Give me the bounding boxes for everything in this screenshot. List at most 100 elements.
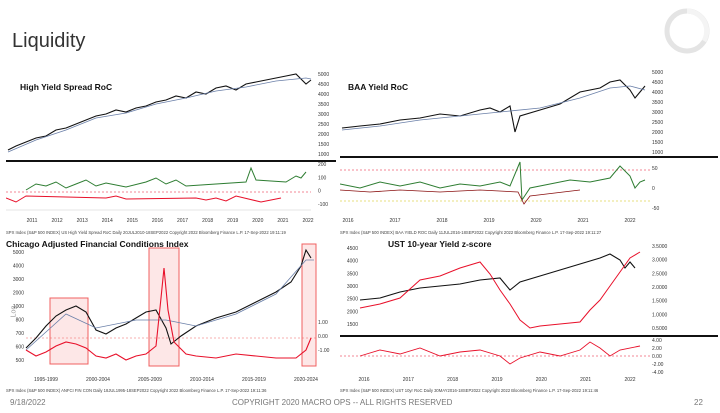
axis-tick-label: 1000 <box>13 304 24 310</box>
chart-source: SPX Index (S&P 500 INDEX) ANFCI FIN CON … <box>6 388 267 393</box>
axis-tick-label: 2011 <box>27 218 38 224</box>
axis-tick-label: 1500 <box>347 322 358 328</box>
hy-roc-neg-line <box>6 195 282 203</box>
axis-tick-label: 4000 <box>318 92 329 98</box>
axis-tick-label: 2021 <box>580 377 591 383</box>
axis-tick-label: 2015 <box>127 218 138 224</box>
chart-ust-zscore: 4500 4000 3500 3000 2500 2000 1500 3.5000 3.0000… <box>340 238 718 396</box>
axis-tick-label: 3.5000 <box>652 244 668 250</box>
axis-tick-label: 2000-2004 <box>86 377 110 383</box>
axis-tick-label: 700 <box>16 331 25 337</box>
axis-tick-label: 0 <box>652 186 655 192</box>
chart-baa-svg: 500045004000350030002500200015001000500-… <box>340 70 718 224</box>
axis-tick-label: 2021 <box>277 218 288 224</box>
slide-title: Liquidity <box>12 30 86 52</box>
axis-tick-label: 2019 <box>483 218 494 224</box>
axis-tick-label: 2017 <box>177 218 188 224</box>
fci-line <box>25 267 312 361</box>
log-scale-label: Log <box>10 305 18 318</box>
spx-ma-line <box>341 85 646 131</box>
axis-tick-label: -1.00 <box>318 348 330 354</box>
axis-tick-label: 3000 <box>347 284 358 290</box>
axis-tick-label: 3500 <box>347 271 358 277</box>
axis-tick-label: 2022 <box>624 218 635 224</box>
axis-tick-label: 2018 <box>202 218 213 224</box>
axis-tick-label: 2015-2019 <box>242 377 266 383</box>
baa-roc-neg <box>340 189 581 205</box>
chart-chicago-fci: 5000 4000 3000 2000 1000 800 700 600 500 1.00 0.00… <box>6 238 336 396</box>
axis-tick-label: 2000 <box>347 309 358 315</box>
chart-ust-svg: 4500 4000 3500 3000 2500 2000 1500 3.5000 3.0000… <box>340 244 718 383</box>
axis-tick-label: 2022 <box>624 377 635 383</box>
axis-tick-label: 2010-2014 <box>190 377 214 383</box>
axis-tick-label: 1.5000 <box>652 299 668 305</box>
axis-tick-label: 2500 <box>318 122 329 128</box>
axis-tick-label: 4000 <box>347 259 358 265</box>
axis-tick-label: -4.00 <box>652 370 664 376</box>
axis-tick-label: 2.00 <box>652 346 662 352</box>
axis-tick-label: 2014 <box>102 218 113 224</box>
axis-tick-label: 3500 <box>318 102 329 108</box>
footer-copyright: COPYRIGHT 2020 MACRO OPS -- ALL RIGHTS R… <box>232 398 453 407</box>
axis-tick-label: 600 <box>16 345 25 351</box>
axis-tick-label: 100 <box>318 175 327 181</box>
axis-tick-label: 1.0000 <box>652 312 668 318</box>
axis-tick-label: -50 <box>652 206 659 212</box>
axis-tick-label: 4000 <box>652 90 663 96</box>
axis-tick-label: 3000 <box>652 110 663 116</box>
chart-high-yield-spread: 5000 4500 4000 3500 3000 2500 2000 1500 1000 200 1… <box>6 70 336 240</box>
axis-tick-label: 200 <box>318 162 327 168</box>
ust-roc-line <box>359 341 641 365</box>
axis-tick-label: 50 <box>652 166 658 172</box>
axis-tick-label: 1000 <box>318 152 329 158</box>
axis-tick-label: 3500 <box>652 100 663 106</box>
spx-ma-line <box>7 77 312 153</box>
axis-tick-label: 2020 <box>536 377 547 383</box>
axis-tick-label: 2016 <box>342 218 353 224</box>
ust-zscore-line <box>359 251 641 329</box>
axis-tick-label: 2016 <box>358 377 369 383</box>
axis-tick-label: -100 <box>318 202 328 208</box>
axis-tick-label: 4.00 <box>652 338 662 344</box>
brand-logo-icon <box>664 8 710 54</box>
chart-title: High Yield Spread RoC <box>20 82 113 92</box>
axis-tick-label: 4500 <box>652 80 663 86</box>
axis-tick-label: 2500 <box>347 297 358 303</box>
baa-roc-line <box>340 161 646 202</box>
page-number: 22 <box>694 398 703 407</box>
chart-high-yield-svg: 5000450040003500300025002000150010002001… <box>6 72 336 224</box>
axis-tick-label: 5000 <box>13 250 24 256</box>
hy-roc-pos-line <box>25 166 307 191</box>
spx-price-line <box>341 79 646 133</box>
axis-tick-label: 2.5000 <box>652 271 668 277</box>
axis-tick-label: 1995-1999 <box>34 377 58 383</box>
axis-tick-label: 2019 <box>491 377 502 383</box>
axis-tick-label: 2005-2009 <box>138 377 162 383</box>
axis-tick-label: 2000 <box>318 132 329 138</box>
spx-price-line <box>359 253 636 301</box>
axis-tick-label: 1000 <box>652 150 663 156</box>
spx-ma-line <box>25 259 314 351</box>
axis-tick-label: 2019 <box>227 218 238 224</box>
axis-tick-label: 2500 <box>652 120 663 126</box>
axis-tick-label: 0.00 <box>318 334 328 340</box>
axis-tick-label: 5000 <box>318 72 329 78</box>
chart-title: Chicago Adjusted Financial Conditions In… <box>6 239 189 249</box>
axis-tick-label: 4500 <box>318 82 329 88</box>
axis-tick-label: 2018 <box>436 218 447 224</box>
axis-tick-label: 2021 <box>577 218 588 224</box>
chart-source: SPX Index (S&P 500 INDEX) BAA YIELD ROC … <box>340 230 602 235</box>
axis-tick-label: 0.00 <box>652 354 662 360</box>
chart-fci-svg: 5000 4000 3000 2000 1000 800 700 600 500 1.00 0.00… <box>13 243 330 383</box>
axis-tick-label: 2000 <box>13 291 24 297</box>
axis-tick-label: 5000 <box>652 70 663 76</box>
axis-tick-label: 4000 <box>13 264 24 270</box>
axis-tick-label: 2018 <box>447 377 458 383</box>
chart-baa-yield: 5000 4500 4000 3500 3000 2500 2000 1500 1000 50 0-… <box>340 70 718 240</box>
axis-tick-label: 0 <box>318 189 321 195</box>
axis-tick-label: 3000 <box>13 277 24 283</box>
spx-price-line <box>7 73 312 151</box>
chart-source: SPX Index (S&P 500 INDEX) US High Yield … <box>6 230 286 235</box>
axis-tick-label: 2020 <box>530 218 541 224</box>
axis-tick-label: -2.00 <box>652 362 664 368</box>
